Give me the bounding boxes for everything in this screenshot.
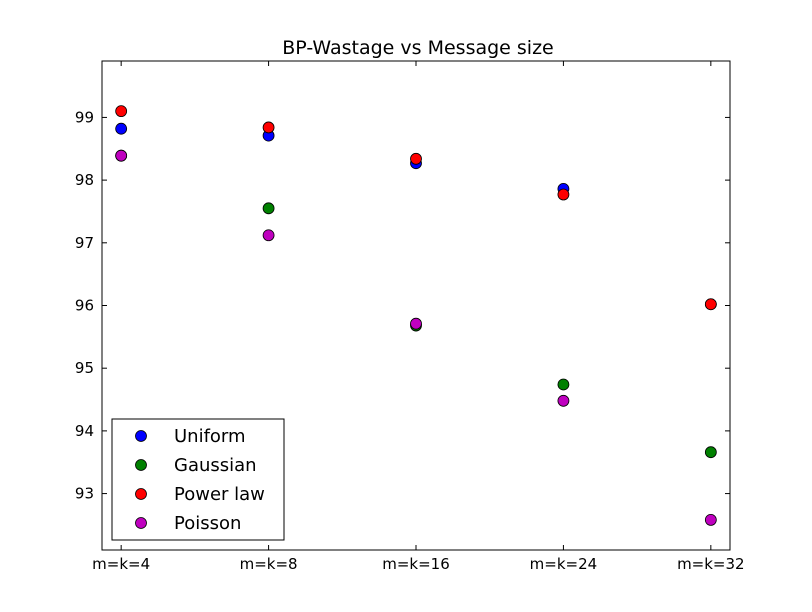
data-point [704,514,717,526]
series-power-law [115,105,717,311]
legend-marker [135,517,147,529]
data-point [557,188,570,201]
data-point [557,378,570,391]
y-tick-label: 99 [75,108,94,126]
data-point [704,298,717,311]
data-point [262,229,275,242]
chart-title: BP-Wastage vs Message size [282,37,554,59]
data-point [115,149,128,162]
legend-label: Gaussian [174,455,257,476]
y-tick-label: 93 [75,485,94,503]
data-point [410,152,422,165]
legend-marker [135,488,147,500]
data-point [557,394,570,407]
data-point [704,446,717,459]
series-poisson [115,149,717,526]
x-tick-label: m=k=32 [677,555,745,573]
data-point [115,105,128,118]
y-tick-label: 96 [75,297,94,315]
data-point [262,202,275,215]
x-tick-label: m=k=16 [382,555,450,573]
x-tick-label: m=k=4 [92,555,150,573]
data-point [262,121,275,134]
data-point [115,122,128,135]
data-point [410,317,422,330]
y-tick-label: 95 [75,359,94,377]
x-tick-label: m=k=8 [240,555,298,573]
x-tick-label: m=k=24 [530,555,598,573]
y-tick-label: 97 [75,234,94,252]
legend: Uniform Gaussian Power law Poisson [111,418,285,541]
y-tick-label: 94 [75,422,94,440]
legend-marker [135,430,147,442]
y-tick-label: 98 [75,171,94,189]
legend-marker [135,459,147,471]
legend-label: Poisson [174,513,241,534]
legend-label: Power law [174,484,265,505]
legend-label: Uniform [174,426,246,447]
